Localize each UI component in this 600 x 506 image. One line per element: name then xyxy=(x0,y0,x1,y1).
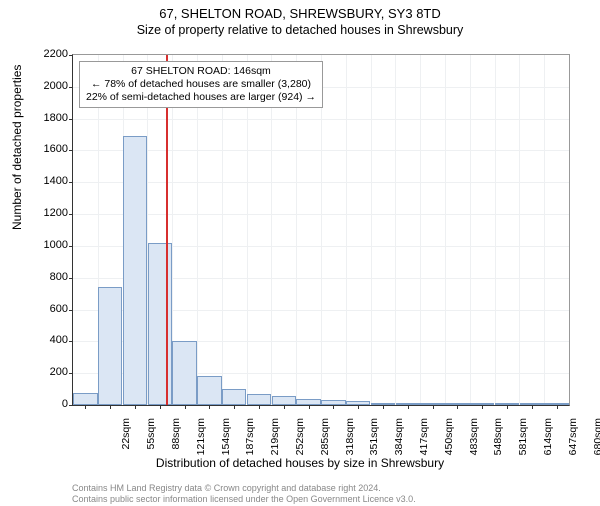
ytick-mark xyxy=(69,373,73,374)
xtick-mark xyxy=(383,405,384,409)
ytick-label: 200 xyxy=(28,366,68,378)
ytick-mark xyxy=(69,278,73,279)
gridline-v xyxy=(371,55,372,405)
ytick-mark xyxy=(69,119,73,120)
annotation-line-2: ← 78% of detached houses are smaller (3,… xyxy=(86,78,316,91)
xtick-label: 614sqm xyxy=(542,418,554,462)
gridline-v xyxy=(544,55,545,405)
xtick-label: 55sqm xyxy=(145,418,157,462)
title-sub: Size of property relative to detached ho… xyxy=(0,23,600,37)
xtick-label: 318sqm xyxy=(344,418,356,462)
xtick-mark xyxy=(284,405,285,409)
xtick-mark xyxy=(333,405,334,409)
ytick-label: 600 xyxy=(28,303,68,315)
annotation-line-1: 67 SHELTON ROAD: 146sqm xyxy=(86,65,316,78)
xtick-mark xyxy=(507,405,508,409)
histogram-bar xyxy=(222,389,246,405)
xtick-mark xyxy=(557,405,558,409)
xtick-mark xyxy=(185,405,186,409)
gridline-v xyxy=(445,55,446,405)
xtick-label: 680sqm xyxy=(592,418,600,462)
annotation-box: 67 SHELTON ROAD: 146sqm ← 78% of detache… xyxy=(79,61,323,108)
xtick-label: 548sqm xyxy=(492,418,504,462)
footer-attribution: Contains HM Land Registry data © Crown c… xyxy=(72,483,416,504)
ytick-label: 2200 xyxy=(28,48,68,60)
chart-plot-area: 67 SHELTON ROAD: 146sqm ← 78% of detache… xyxy=(72,54,570,406)
gridline-v xyxy=(519,55,520,405)
histogram-bar xyxy=(98,287,122,405)
ytick-label: 1800 xyxy=(28,112,68,124)
histogram-bar xyxy=(123,136,147,405)
histogram-bar xyxy=(197,376,221,405)
footer-line-1: Contains HM Land Registry data © Crown c… xyxy=(72,483,416,493)
ytick-label: 1200 xyxy=(28,207,68,219)
ytick-label: 800 xyxy=(28,271,68,283)
y-axis-label: Number of detached properties xyxy=(10,65,24,230)
histogram-bar xyxy=(272,396,296,405)
footer-line-2: Contains public sector information licen… xyxy=(72,494,416,504)
ytick-mark xyxy=(69,182,73,183)
xtick-mark xyxy=(135,405,136,409)
xtick-mark xyxy=(433,405,434,409)
xtick-mark xyxy=(160,405,161,409)
xtick-mark xyxy=(259,405,260,409)
ytick-label: 2000 xyxy=(28,80,68,92)
xtick-label: 417sqm xyxy=(418,418,430,462)
xtick-label: 285sqm xyxy=(319,418,331,462)
gridline-v xyxy=(470,55,471,405)
xtick-label: 187sqm xyxy=(244,418,256,462)
xtick-label: 154sqm xyxy=(220,418,232,462)
gridline-v xyxy=(395,55,396,405)
xtick-label: 647sqm xyxy=(567,418,579,462)
ytick-mark xyxy=(69,246,73,247)
xtick-label: 88sqm xyxy=(170,418,182,462)
gridline-v xyxy=(346,55,347,405)
gridline-v xyxy=(420,55,421,405)
xtick-label: 384sqm xyxy=(393,418,405,462)
ytick-mark xyxy=(69,341,73,342)
xtick-mark xyxy=(482,405,483,409)
histogram-bar xyxy=(172,341,196,405)
histogram-bar xyxy=(247,394,271,405)
xtick-mark xyxy=(457,405,458,409)
ytick-label: 1000 xyxy=(28,239,68,251)
xtick-label: 581sqm xyxy=(517,418,529,462)
annotation-line-3: 22% of semi-detached houses are larger (… xyxy=(86,91,316,104)
xtick-mark xyxy=(209,405,210,409)
xtick-label: 121sqm xyxy=(195,418,207,462)
xtick-label: 219sqm xyxy=(269,418,281,462)
ytick-mark xyxy=(69,87,73,88)
xtick-mark xyxy=(408,405,409,409)
ytick-label: 400 xyxy=(28,334,68,346)
ytick-mark xyxy=(69,405,73,406)
xtick-mark xyxy=(532,405,533,409)
ytick-mark xyxy=(69,55,73,56)
ytick-label: 1400 xyxy=(28,175,68,187)
xtick-mark xyxy=(85,405,86,409)
xtick-mark xyxy=(358,405,359,409)
xtick-label: 483sqm xyxy=(468,418,480,462)
ytick-label: 1600 xyxy=(28,143,68,155)
ytick-mark xyxy=(69,214,73,215)
xtick-label: 351sqm xyxy=(368,418,380,462)
xtick-mark xyxy=(309,405,310,409)
histogram-bar xyxy=(73,393,97,405)
xtick-mark xyxy=(110,405,111,409)
xtick-mark xyxy=(234,405,235,409)
ytick-label: 0 xyxy=(28,398,68,410)
xtick-label: 22sqm xyxy=(120,418,132,462)
xtick-label: 450sqm xyxy=(443,418,455,462)
xtick-label: 252sqm xyxy=(294,418,306,462)
histogram-bar xyxy=(148,243,172,405)
title-main: 67, SHELTON ROAD, SHREWSBURY, SY3 8TD xyxy=(0,6,600,21)
ytick-mark xyxy=(69,310,73,311)
gridline-v xyxy=(495,55,496,405)
ytick-mark xyxy=(69,150,73,151)
